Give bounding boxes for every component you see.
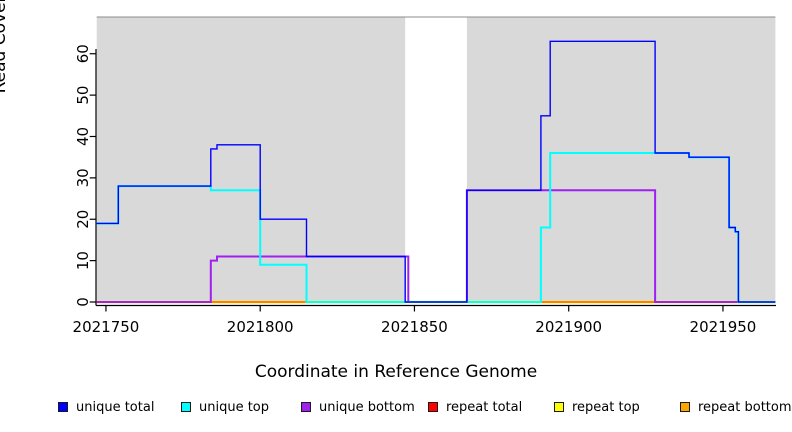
legend-label-unique-total: unique total	[76, 399, 155, 415]
x-axis-tick-label: 2021900	[535, 318, 602, 336]
y-axis-tick-label: 40	[74, 127, 92, 146]
legend-swatch-unique-total	[58, 402, 68, 412]
x-axis-tick-label: 2021750	[73, 318, 140, 336]
legend-item-unique-top: unique top	[181, 398, 269, 416]
series-line-unique-bottom	[96, 189, 776, 303]
y-axis-title: Read Coverage Depth	[0, 0, 10, 94]
legend-label-unique-bottom: unique bottom	[319, 399, 415, 415]
legend-item-repeat-total: repeat total	[428, 398, 522, 416]
legend-label-repeat-total: repeat total	[446, 399, 523, 415]
legend-label-repeat-bottom: repeat bottom	[698, 399, 792, 415]
legend-swatch-repeat-bottom	[680, 402, 690, 412]
x-axis-tick-label: 2021950	[690, 318, 757, 336]
legend-label-unique-top: unique top	[199, 399, 270, 415]
legend-item-repeat-top: repeat top	[554, 398, 640, 416]
legend-swatch-unique-bottom	[301, 402, 311, 412]
y-axis-tick-label: 10	[74, 251, 92, 270]
legend-swatch-repeat-top	[554, 402, 564, 412]
y-axis-tick-label: 0	[74, 297, 92, 307]
x-axis-tick-label: 2021800	[227, 318, 294, 336]
x-axis-tick-label: 2021850	[381, 318, 448, 336]
legend-item-unique-total: unique total	[58, 398, 154, 416]
y-axis-tick-label: 50	[74, 86, 92, 105]
legend-swatch-unique-top	[181, 402, 191, 412]
y-axis-tick-label: 60	[74, 44, 92, 63]
legend-label-repeat-top: repeat top	[572, 399, 640, 415]
legend-item-repeat-bottom: repeat bottom	[680, 398, 792, 416]
chart-legend: unique total unique top unique bottom repea…	[0, 398, 792, 418]
legend-swatch-repeat-total	[428, 402, 438, 412]
y-axis-tick-label: 20	[74, 210, 92, 229]
legend-item-unique-bottom: unique bottom	[301, 398, 415, 416]
x-axis-title: Coordinate in Reference Genome	[254, 362, 538, 382]
y-axis-tick-label: 30	[74, 168, 92, 187]
gap-region	[405, 16, 467, 304]
series-line-unique-total	[96, 40, 776, 303]
